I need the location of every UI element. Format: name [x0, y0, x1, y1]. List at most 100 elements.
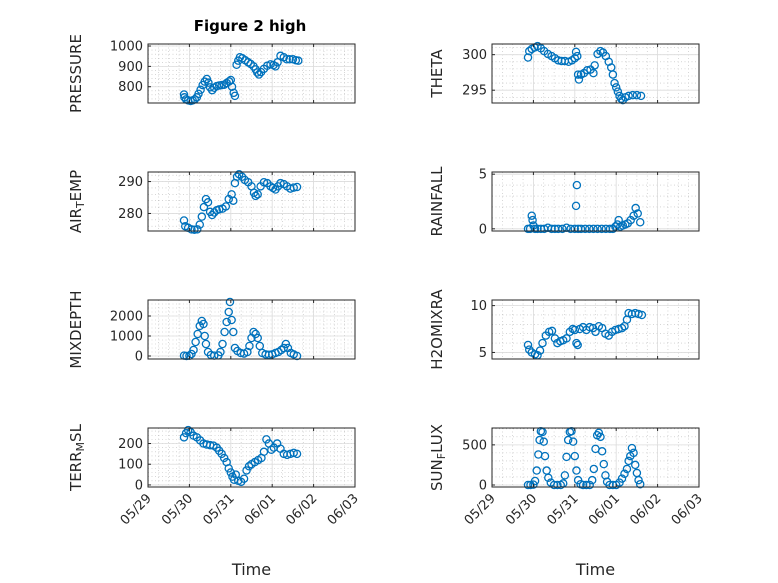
y-tick-label: 0 — [135, 478, 143, 493]
data-point — [200, 331, 209, 341]
data-point — [593, 224, 602, 234]
data-point — [585, 480, 594, 490]
data-series — [523, 426, 645, 490]
data-point — [624, 456, 633, 466]
data-point — [523, 480, 533, 490]
axes-frame — [147, 299, 356, 360]
data-point — [530, 224, 540, 234]
axes-background — [148, 44, 355, 103]
data-point — [251, 329, 260, 339]
data-point — [262, 435, 271, 444]
data-point — [254, 70, 264, 79]
data-point — [568, 437, 578, 446]
subplot-8: 0 500 05/29 05/30 05/31 06/01 06/02 06/03 SUNFLU… — [428, 424, 706, 579]
data-point — [179, 433, 189, 442]
data-point — [279, 343, 289, 353]
data-point — [570, 325, 580, 335]
data-point — [585, 322, 594, 332]
subplot-4: 0 5 RAINFALL — [428, 166, 700, 237]
data-point — [610, 78, 619, 88]
data-point — [629, 211, 638, 220]
data-point — [571, 201, 581, 211]
data-point — [289, 183, 298, 192]
data-point — [199, 202, 209, 212]
data-point — [631, 203, 640, 213]
data-point — [221, 202, 231, 211]
data-point — [632, 90, 642, 100]
x-tick-label: 05/30 — [159, 491, 196, 528]
y-tick-label: 1000 — [110, 330, 143, 345]
data-point — [538, 338, 547, 348]
data-point — [571, 47, 581, 57]
data-point — [226, 468, 236, 477]
x-tick-label: 06/01 — [586, 491, 623, 528]
data-point — [628, 90, 638, 100]
y-tick-label: 280 — [118, 207, 143, 222]
y-axis-label: RAINFALL — [428, 166, 446, 237]
x-tick-label: 06/02 — [283, 491, 320, 528]
axes-frame — [491, 43, 700, 104]
data-point — [563, 435, 573, 445]
subplot-1: 800 900 1000 PRESSURE — [67, 34, 356, 113]
data-point — [629, 448, 638, 458]
data-point — [227, 315, 236, 325]
data-point — [232, 60, 241, 70]
data-point — [204, 78, 213, 87]
axes-frame — [491, 427, 700, 488]
data-point — [608, 70, 618, 79]
subplot-6: 5 10 H2OMIXRA — [428, 289, 700, 370]
data-point — [540, 451, 550, 461]
data-point — [594, 428, 604, 438]
data-series — [523, 41, 646, 105]
axes-background — [148, 428, 355, 487]
data-point — [201, 339, 211, 349]
data-point — [532, 466, 541, 475]
data-series — [179, 51, 303, 106]
data-point — [183, 425, 193, 435]
axes-frame — [491, 171, 700, 232]
data-point — [239, 474, 249, 483]
data-point — [622, 464, 632, 474]
data-point — [528, 215, 537, 225]
data-point — [217, 449, 226, 459]
data-point — [219, 453, 229, 463]
data-point — [232, 172, 242, 182]
x-tick-label: 06/02 — [627, 491, 664, 528]
data-point — [585, 224, 594, 234]
data-point — [230, 91, 240, 101]
data-point — [251, 191, 260, 201]
data-point — [227, 82, 237, 91]
data-point — [199, 319, 208, 329]
y-tick-label: 295 — [462, 84, 487, 99]
data-point — [589, 464, 599, 474]
data-point — [244, 462, 254, 471]
data-point — [179, 216, 189, 225]
data-point — [259, 447, 269, 457]
data-point — [634, 309, 643, 319]
data-point — [187, 349, 196, 359]
data-point — [637, 310, 647, 320]
data-point — [187, 225, 196, 234]
data-point — [220, 327, 229, 337]
data-point — [292, 182, 302, 192]
data-point — [253, 68, 262, 77]
data-series — [523, 308, 647, 360]
data-point — [635, 218, 645, 227]
x-tick-label: 05/29 — [118, 491, 155, 528]
data-point — [597, 447, 607, 456]
data-point — [633, 209, 642, 218]
data-point — [572, 466, 581, 475]
data-point — [572, 338, 581, 348]
axes-background — [492, 172, 699, 231]
data-point — [281, 339, 291, 349]
x-tick-label: 05/31 — [545, 491, 582, 528]
x-tick-label: 06/03 — [669, 491, 706, 528]
subplot-2: 295 300 THETA — [428, 41, 700, 105]
data-point — [562, 334, 571, 343]
y-tick-label: 500 — [462, 438, 487, 453]
figure-title: Figure 2 high — [194, 17, 307, 35]
data-point — [572, 180, 582, 190]
data-point — [635, 479, 645, 489]
data-point — [229, 196, 238, 205]
